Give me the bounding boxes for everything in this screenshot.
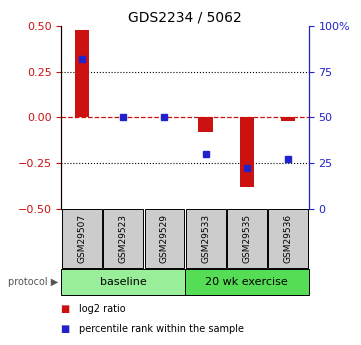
Text: GSM29523: GSM29523 — [119, 214, 128, 264]
Text: GSM29529: GSM29529 — [160, 214, 169, 264]
Bar — [199, 117, 213, 132]
Text: percentile rank within the sample: percentile rank within the sample — [79, 325, 244, 334]
Text: protocol ▶: protocol ▶ — [8, 277, 58, 287]
Text: ■: ■ — [60, 325, 70, 334]
Text: 20 wk exercise: 20 wk exercise — [205, 277, 288, 287]
Text: GSM29507: GSM29507 — [78, 214, 87, 264]
Text: GSM29536: GSM29536 — [283, 214, 292, 264]
Bar — [75, 30, 89, 117]
Text: GSM29533: GSM29533 — [201, 214, 210, 264]
Text: log2 ratio: log2 ratio — [79, 304, 126, 314]
Bar — [240, 117, 254, 187]
Text: ■: ■ — [60, 304, 70, 314]
Title: GDS2234 / 5062: GDS2234 / 5062 — [128, 11, 242, 25]
Text: GSM29535: GSM29535 — [242, 214, 251, 264]
Text: baseline: baseline — [100, 277, 147, 287]
Bar — [281, 117, 295, 121]
